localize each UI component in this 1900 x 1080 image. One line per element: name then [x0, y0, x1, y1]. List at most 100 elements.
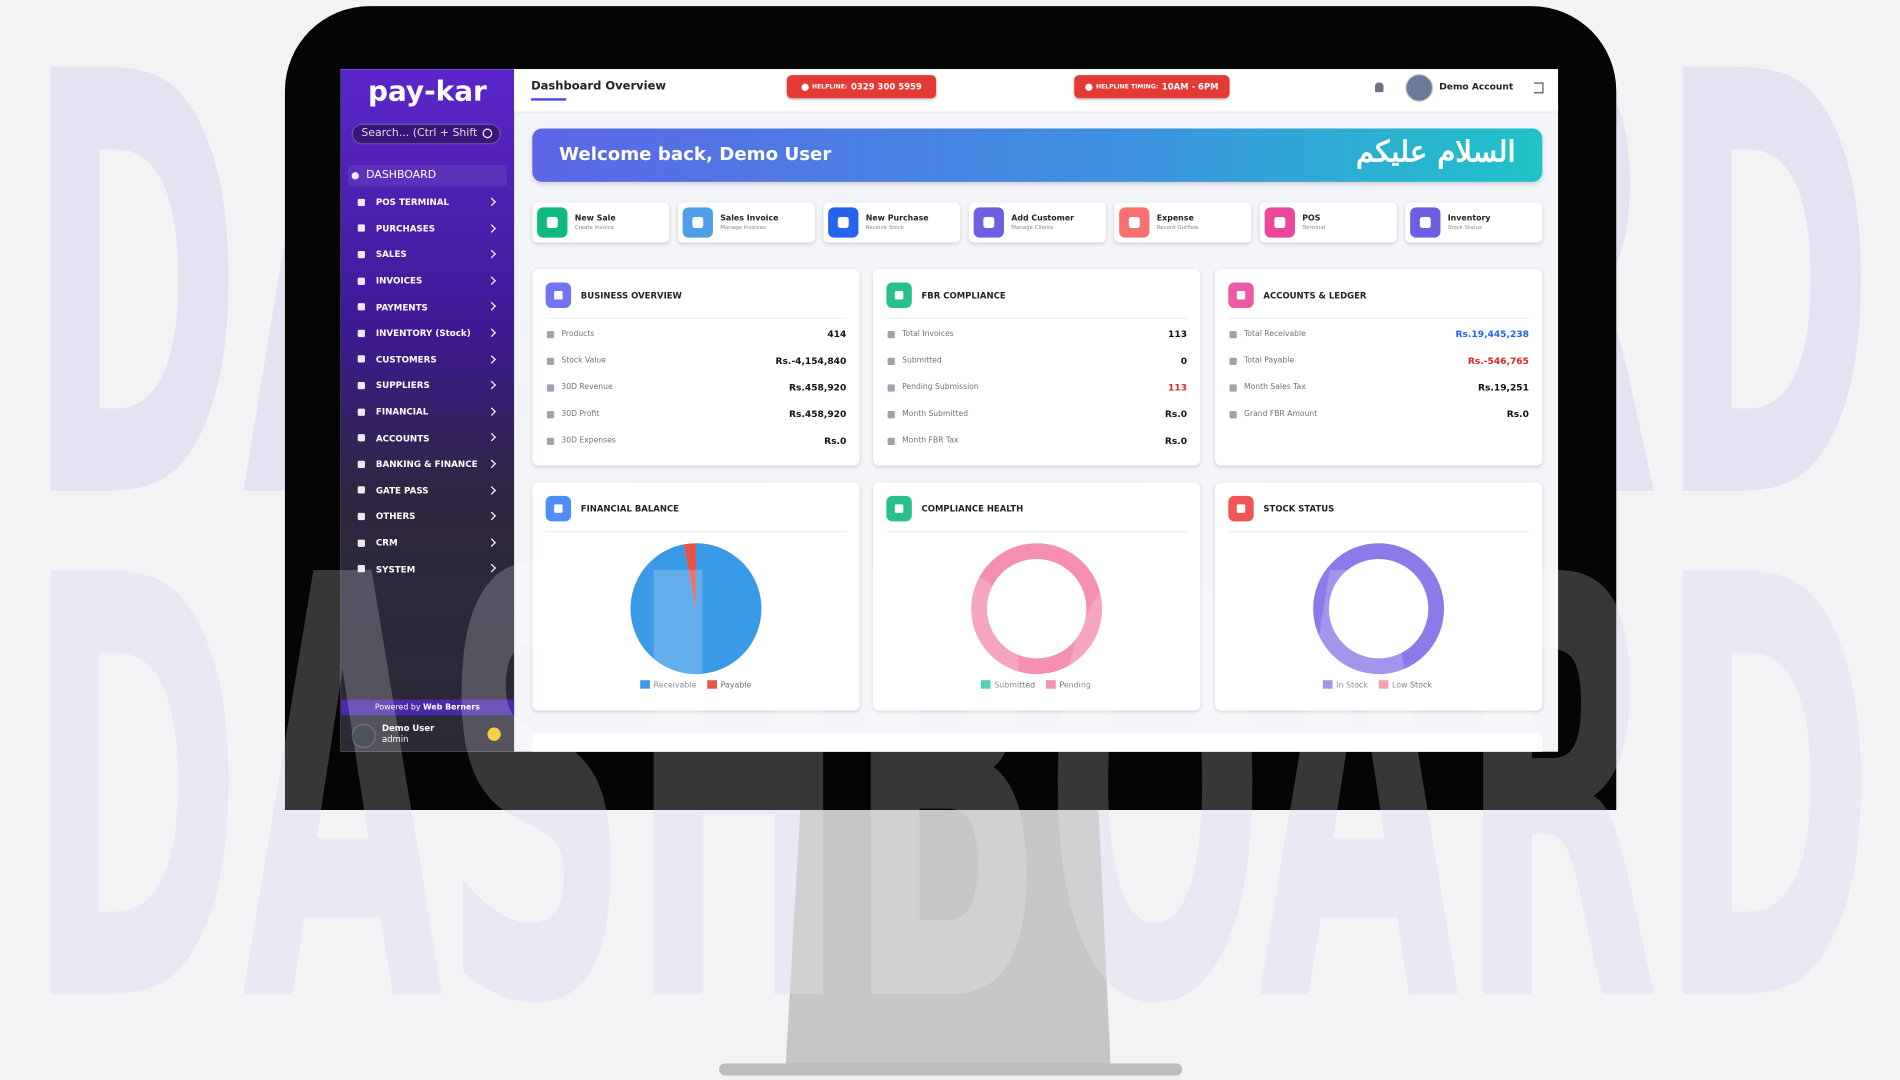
row-value: 113 — [1168, 328, 1188, 340]
quick-action-subtitle: Stock Status — [1447, 225, 1482, 232]
quick-action-title: New Sale — [574, 213, 616, 224]
quick-action-title: Add Customer — [1011, 213, 1075, 224]
chevron — [487, 249, 496, 259]
menu-icon — [357, 538, 365, 547]
menu-item[interactable]: OTHERS — [348, 503, 507, 529]
quick-action-icon — [973, 207, 1004, 238]
menu-icon — [357, 434, 365, 442]
menu-item[interactable]: DASHBOARD — [347, 164, 507, 187]
row-icon — [1229, 357, 1237, 365]
quick-action[interactable]: Inventory Stock Status — [1405, 202, 1543, 243]
row-label: 30D Expenses — [561, 436, 616, 445]
menu-item[interactable]: CRM — [348, 530, 507, 556]
donut-segment — [971, 543, 1103, 675]
helpline-button[interactable]: HELPLINE: 0329 300 5959 — [786, 75, 937, 99]
menu-item[interactable]: GATE PASS — [348, 477, 507, 503]
row-icon — [546, 357, 555, 365]
menu-icon — [357, 303, 365, 311]
menu-icon — [357, 329, 365, 337]
menu-item[interactable]: PURCHASES — [348, 215, 507, 241]
user-role: admin — [381, 734, 409, 745]
row-icon — [887, 384, 895, 392]
panel-divider — [886, 317, 1188, 319]
legend-label: Payable — [721, 681, 752, 690]
menu-item[interactable]: CUSTOMERS — [348, 346, 507, 372]
panel-icon — [545, 495, 572, 522]
row-icon — [887, 411, 895, 419]
quick-action-title: Inventory — [1447, 213, 1491, 224]
chevron — [487, 407, 496, 416]
menu-label: CRM — [375, 537, 398, 549]
menu-label: INVOICES — [375, 275, 423, 287]
quick-action-title: POS — [1302, 213, 1321, 224]
menu-icon — [351, 172, 359, 180]
panel-icon — [1228, 495, 1254, 522]
menu-item[interactable]: FINANCIAL — [348, 399, 507, 425]
chart: Submitted Pending — [971, 543, 1103, 690]
quick-action[interactable]: POS Terminal — [1259, 202, 1397, 243]
quick-action-icon — [1264, 207, 1295, 238]
menu-label: POS TERMINAL — [375, 196, 450, 208]
quick-action[interactable]: New Purchase Receive Stock — [823, 202, 961, 243]
search-box[interactable]: Search... (Ctrl + Shift — [351, 123, 501, 145]
chart-panel: STOCK STATUS In Stock Low Stock — [1214, 482, 1543, 711]
quick-action-subtitle: Create Invoice — [574, 225, 615, 232]
powered-label: Powered by — [374, 702, 421, 712]
menu-item[interactable]: INVOICES — [348, 268, 507, 294]
notification-bell[interactable] — [1374, 82, 1384, 93]
row-label: Total Payable — [1244, 356, 1295, 365]
panel-divider — [1228, 531, 1529, 533]
menu-item[interactable]: SUPPLIERS — [348, 372, 507, 398]
quick-action[interactable]: Sales Invoice Manage Invoices — [677, 202, 815, 243]
menu-icon — [357, 512, 365, 521]
legend-label: In Stock — [1336, 681, 1368, 690]
quick-action[interactable]: Add Customer Manage Clients — [968, 202, 1106, 243]
powered-brand[interactable]: Web Berners — [422, 702, 480, 712]
logo[interactable]: pay-kar — [367, 76, 487, 108]
row-icon — [1229, 331, 1237, 339]
menu-item[interactable]: PAYMENTS — [348, 294, 507, 320]
menu-item[interactable]: INVENTORY (Stock) — [348, 320, 507, 346]
sidebar: pay-kar Search... (Ctrl + Shift DASHBOAR… — [340, 69, 515, 752]
row-icon — [887, 357, 895, 365]
chart: Receivable Payable — [630, 543, 762, 690]
row-icon — [887, 331, 895, 339]
account-name[interactable]: Demo Account — [1439, 81, 1514, 93]
legend-label: Submitted — [994, 681, 1035, 690]
screen: pay-kar Search... (Ctrl + Shift DASHBOAR… — [340, 69, 1559, 752]
account-avatar[interactable] — [1405, 73, 1434, 102]
quick-action-subtitle: Manage Clients — [1011, 225, 1054, 232]
quick-action-icon — [682, 207, 713, 238]
row-value: Rs.-546,765 — [1467, 355, 1529, 367]
quick-action[interactable]: New Sale Create Invoice — [532, 202, 670, 243]
row-label: Total Invoices — [902, 329, 954, 339]
legend-label: Receivable — [654, 681, 697, 690]
menu-icon — [357, 381, 365, 390]
panel-icon — [886, 282, 912, 308]
row-value: Rs.0 — [824, 435, 847, 447]
quick-action-icon — [828, 207, 859, 238]
quick-action[interactable]: Expense Record Outflow — [1114, 202, 1252, 243]
chevron — [487, 537, 496, 547]
row-label: Stock Value — [561, 356, 606, 365]
menu-label: SUPPLIERS — [375, 380, 430, 391]
row-label: Month Submitted — [902, 409, 969, 419]
legend-swatch — [707, 680, 717, 689]
logout-button[interactable] — [1533, 82, 1544, 94]
quick-action-title: New Purchase — [865, 213, 929, 224]
quick-action-icon — [1410, 207, 1441, 238]
chevron — [487, 433, 496, 442]
row-icon — [1229, 384, 1237, 392]
menu-icon — [357, 250, 365, 259]
menu-label: FINANCIAL — [375, 406, 429, 418]
menu-item[interactable]: ACCOUNTS — [348, 425, 507, 451]
menu-item[interactable]: POS TERMINAL — [348, 189, 507, 215]
menu-item[interactable]: BANKING & FINANCE — [348, 451, 507, 477]
header: Dashboard Overview HELPLINE: 0329 300 595… — [514, 69, 1559, 113]
menu-item[interactable]: SALES — [348, 242, 507, 268]
legend-swatch — [1322, 680, 1333, 689]
row-value: Rs.0 — [1506, 408, 1529, 420]
row-value: 414 — [827, 328, 847, 340]
timing-button[interactable]: HELPLINE TIMING: 10AM - 6PM — [1074, 75, 1230, 99]
menu-item[interactable]: SYSTEM — [348, 556, 507, 582]
